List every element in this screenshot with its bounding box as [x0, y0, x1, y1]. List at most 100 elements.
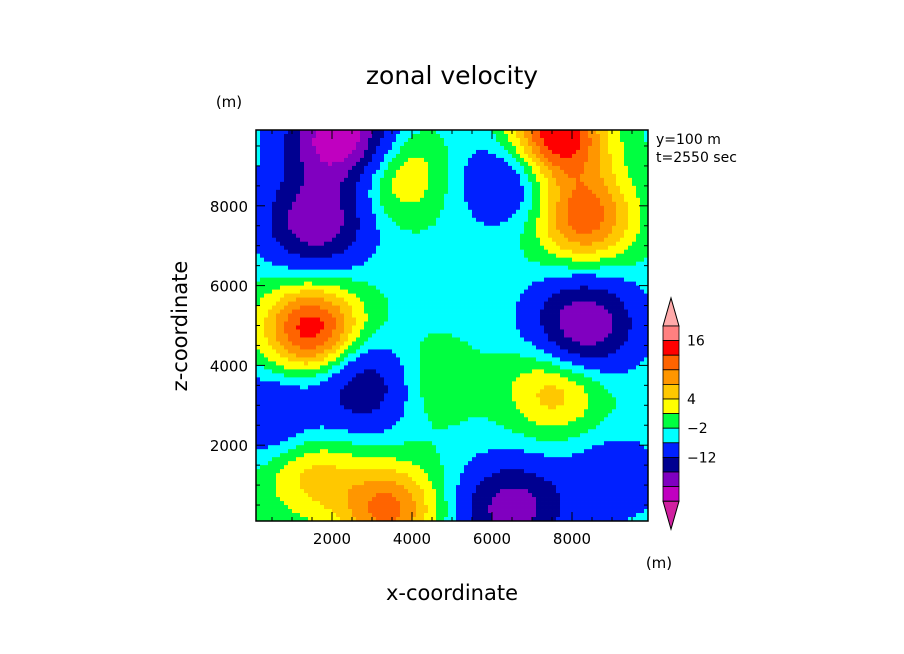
contour-cell — [412, 445, 417, 450]
contour-cell — [364, 193, 369, 199]
contour-cell — [312, 130, 317, 135]
contour-cell — [412, 301, 417, 306]
contour-cell — [404, 289, 409, 294]
contour-cell — [304, 201, 309, 207]
contour-cell — [336, 345, 341, 350]
contour-cell — [368, 333, 373, 338]
contour-cell — [364, 165, 369, 171]
contour-cell — [308, 345, 313, 350]
contour-cell — [440, 157, 445, 163]
contour-cell — [420, 449, 425, 454]
contour-cell — [380, 449, 385, 454]
contour-cell — [348, 169, 353, 175]
contour-cell — [456, 185, 461, 191]
contour-cell — [256, 393, 261, 398]
contour-cell — [396, 489, 401, 494]
contour-cell — [452, 309, 457, 314]
contour-cell — [320, 501, 325, 506]
contour-cell — [296, 253, 301, 259]
contour-cell — [432, 405, 437, 410]
contour-cell — [264, 281, 269, 286]
contour-cell — [444, 221, 449, 227]
contour-cell — [360, 497, 365, 502]
contour-cell — [276, 377, 281, 382]
contour-cell — [336, 225, 341, 231]
contour-cell — [344, 245, 349, 251]
contour-cell — [300, 453, 305, 458]
contour-cell — [320, 197, 325, 203]
contour-cell — [340, 265, 345, 271]
contour-cell — [320, 265, 325, 271]
contour-cell — [264, 213, 269, 219]
contour-cell — [428, 145, 433, 151]
contour-cell — [264, 333, 269, 338]
contour-cell — [380, 169, 385, 175]
contour-cell — [396, 285, 401, 290]
contour-cell — [440, 365, 445, 370]
contour-cell — [440, 153, 445, 159]
contour-cell — [400, 193, 405, 199]
contour-cell — [448, 213, 453, 219]
contour-cell — [428, 457, 433, 462]
contour-cell — [352, 261, 357, 267]
contour-cell — [284, 289, 289, 294]
contour-cell — [272, 193, 277, 199]
contour-cell — [364, 497, 369, 502]
contour-cell — [300, 413, 305, 418]
contour-cell — [420, 145, 425, 151]
contour-cell — [392, 277, 397, 283]
contour-cell — [332, 517, 337, 521]
contour-cell — [332, 229, 337, 235]
contour-cell — [296, 229, 301, 235]
contour-cell — [420, 205, 425, 211]
contour-cell — [296, 337, 301, 342]
contour-cell — [356, 185, 361, 191]
contour-cell — [432, 461, 437, 466]
contour-cell — [300, 137, 305, 143]
contour-cell — [416, 405, 421, 410]
contour-cell — [380, 457, 385, 462]
contour-cell — [372, 157, 377, 163]
contour-cell — [456, 433, 461, 438]
contour-cell — [336, 365, 341, 370]
contour-cell — [256, 397, 261, 402]
contour-cell — [416, 213, 421, 219]
contour-cell — [368, 381, 373, 386]
contour-cell — [424, 293, 429, 298]
contour-cell — [328, 369, 333, 374]
contour-cell — [456, 249, 461, 255]
contour-cell — [336, 237, 341, 243]
contour-cell — [376, 293, 381, 298]
contour-cell — [404, 421, 409, 426]
contour-cell — [356, 409, 361, 414]
contour-cell — [376, 385, 381, 390]
contour-cell — [320, 361, 325, 366]
contour-cell — [264, 221, 269, 227]
contour-cell — [316, 477, 321, 482]
contour-cell — [320, 153, 325, 159]
contour-cell — [396, 293, 401, 298]
contour-cell — [388, 221, 393, 227]
contour-cell — [436, 149, 441, 155]
contour-cell — [316, 169, 321, 175]
contour-cell — [304, 145, 309, 151]
contour-cell — [408, 157, 413, 163]
contour-cell — [388, 201, 393, 207]
contour-cell — [260, 157, 265, 163]
contour-cell — [324, 401, 329, 406]
contour-cell — [412, 469, 417, 474]
contour-cell — [284, 353, 289, 358]
contour-cell — [416, 353, 421, 358]
contour-cell — [404, 481, 409, 486]
contour-cell — [296, 457, 301, 462]
contour-cell — [300, 425, 305, 430]
contour-cell — [428, 130, 433, 135]
contour-cell — [444, 269, 449, 275]
contour-cell — [364, 133, 369, 139]
contour-cell — [388, 341, 393, 346]
contour-cell — [320, 229, 325, 235]
contour-cell — [320, 285, 325, 290]
contour-cell — [280, 381, 285, 386]
contour-cell — [400, 269, 405, 275]
contour-cell — [264, 229, 269, 235]
